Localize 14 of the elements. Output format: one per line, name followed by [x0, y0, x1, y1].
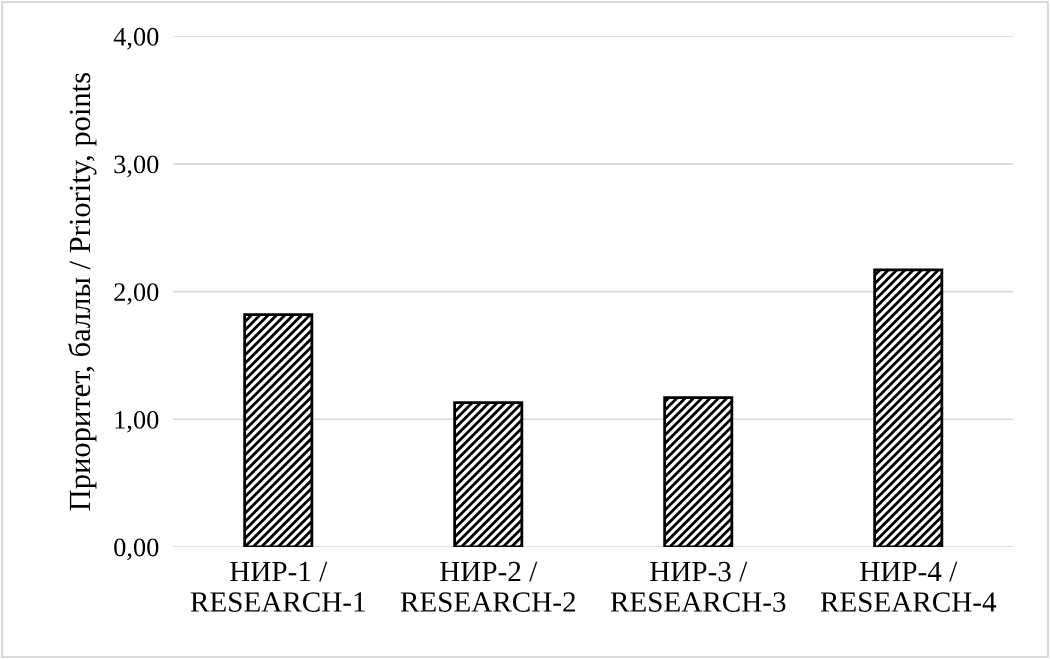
y-axis-title: Приоритет, баллы / Priority, points	[68, 73, 97, 511]
x-tick-label: НИР-4 / RESEARCH-4	[820, 561, 997, 612]
x-tick-label: НИР-2 / RESEARCH-2	[400, 561, 575, 612]
y-tick-label: 3,00	[114, 155, 159, 178]
bar	[873, 268, 944, 547]
x-tick-label: НИР-1 / RESEARCH-1	[190, 561, 365, 612]
y-tick-label: 0,00	[114, 538, 159, 561]
y-tick-label: 4,00	[113, 27, 159, 50]
bar	[663, 396, 734, 547]
x-tick-label: НИР-3 / RESEARCH-3	[610, 561, 786, 612]
y-tick-label: 1,00	[115, 410, 159, 433]
bar	[453, 401, 524, 547]
bar	[243, 313, 314, 547]
y-tick-label: 2,00	[114, 283, 159, 305]
